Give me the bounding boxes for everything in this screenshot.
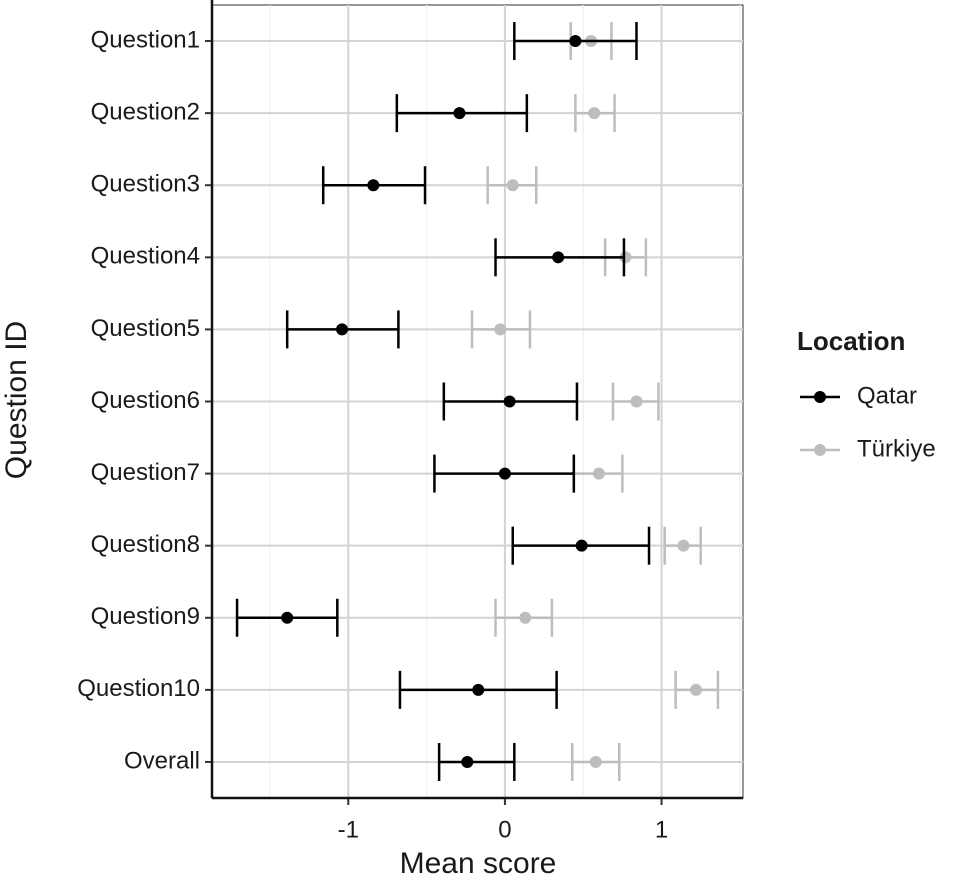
y-tick-label: Question10 [77,675,200,702]
point [498,467,511,480]
point [461,755,474,768]
point [453,107,466,120]
y-tick-label: Overall [124,747,200,774]
x-axis-title: Mean score [400,847,557,880]
point [575,539,588,552]
y-tick-label: Question1 [91,26,200,53]
point [552,251,565,264]
y-tick-label: Question5 [91,315,200,342]
point [619,251,632,264]
point [336,323,349,336]
y-axis-title: Question ID [0,321,33,479]
legend-point [814,444,826,456]
point [588,107,601,120]
y-tick-label: Question7 [91,459,200,486]
point [592,467,605,480]
y-tick-label: Question6 [91,387,200,414]
point [506,179,519,192]
point [494,323,507,336]
x-tick-label: -1 [338,816,359,843]
x-tick-label: 0 [498,816,511,843]
point [472,683,485,696]
legend-title: Location [797,326,905,356]
y-tick-label: Question3 [91,171,200,198]
point [367,179,380,192]
point [690,683,703,696]
y-tick-label: Question9 [91,603,200,630]
y-tick-label: Question4 [91,243,200,270]
x-tick-label: 1 [655,816,668,843]
legend-label: Türkiye [857,435,936,462]
point [519,611,532,624]
y-tick-label: Question2 [91,98,200,125]
point [589,755,602,768]
point [569,35,582,48]
point [630,395,643,408]
legend-point [814,391,826,403]
y-tick-label: Question8 [91,531,200,558]
point [503,395,516,408]
point [281,611,294,624]
point [677,539,690,552]
legend-label: Qatar [857,382,917,409]
